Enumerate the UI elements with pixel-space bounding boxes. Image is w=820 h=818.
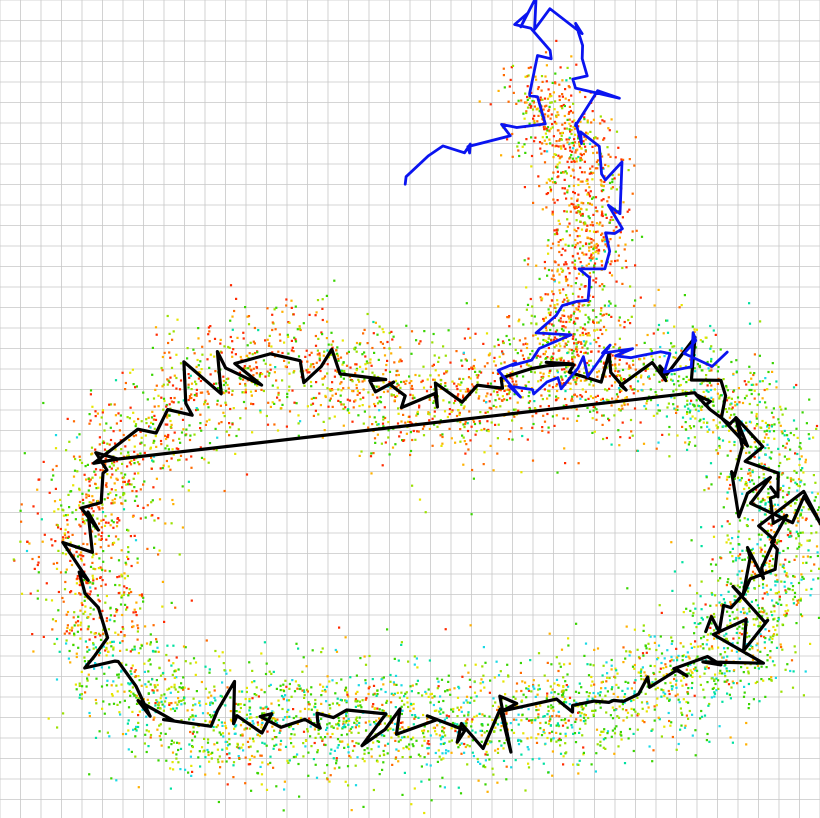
trajectory-black [61, 335, 820, 754]
point-cloud [12, 39, 820, 815]
trajectory-blue [403, 0, 729, 399]
trajectory-layer [61, 0, 820, 754]
